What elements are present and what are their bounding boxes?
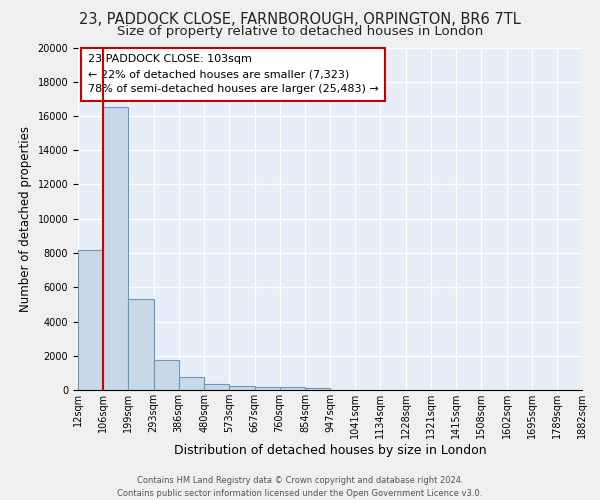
Bar bbox=[128, 299, 154, 390]
Text: Contains HM Land Registry data © Crown copyright and database right 2024.
Contai: Contains HM Land Registry data © Crown c… bbox=[118, 476, 482, 498]
Text: Size of property relative to detached houses in London: Size of property relative to detached ho… bbox=[117, 25, 483, 38]
X-axis label: Distribution of detached houses by size in London: Distribution of detached houses by size … bbox=[173, 444, 487, 457]
Y-axis label: Number of detached properties: Number of detached properties bbox=[19, 126, 32, 312]
Bar bbox=[154, 360, 179, 390]
Text: 23, PADDOCK CLOSE, FARNBOROUGH, ORPINGTON, BR6 7TL: 23, PADDOCK CLOSE, FARNBOROUGH, ORPINGTO… bbox=[79, 12, 521, 28]
Bar bbox=[204, 384, 229, 390]
Bar bbox=[254, 386, 280, 390]
Text: 23 PADDOCK CLOSE: 103sqm
← 22% of detached houses are smaller (7,323)
78% of sem: 23 PADDOCK CLOSE: 103sqm ← 22% of detach… bbox=[88, 54, 379, 94]
Bar bbox=[103, 108, 128, 390]
Bar bbox=[280, 387, 305, 390]
Bar bbox=[78, 250, 103, 390]
Bar bbox=[179, 377, 204, 390]
Bar bbox=[229, 386, 254, 390]
Bar bbox=[305, 388, 330, 390]
